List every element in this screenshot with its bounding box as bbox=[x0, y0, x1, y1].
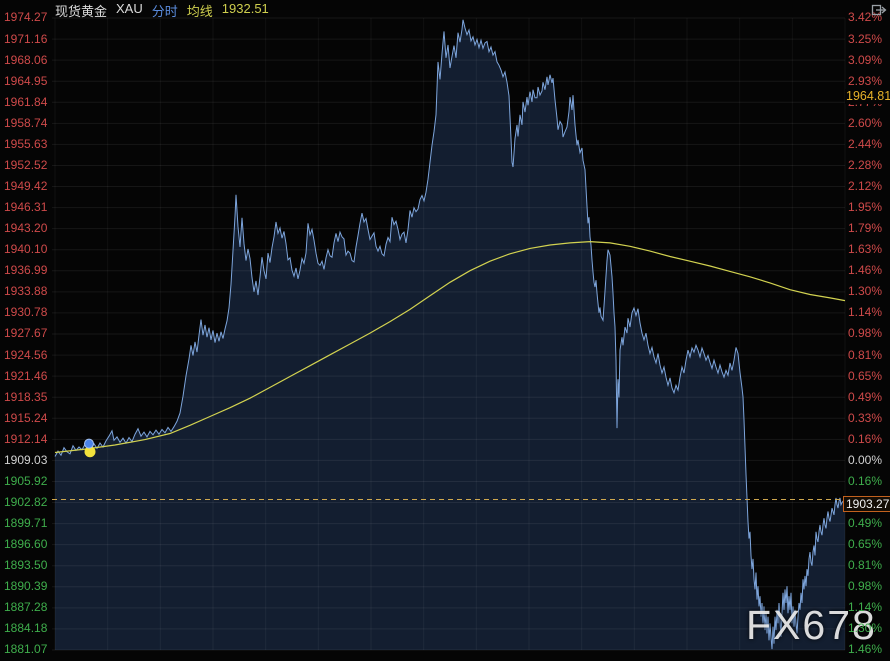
last-price-tag: 1903.27 bbox=[843, 496, 890, 513]
price-axis-label: 1968.06 bbox=[4, 52, 48, 67]
price-axis-label: 1961.84 bbox=[4, 94, 48, 109]
price-axis-label: 1946.31 bbox=[4, 200, 48, 215]
price-axis-label: 1884.18 bbox=[4, 621, 48, 636]
percent-axis-label: 0.65% bbox=[848, 537, 883, 552]
percent-axis-label: 3.25% bbox=[848, 31, 883, 46]
percent-axis-label: 1.30% bbox=[848, 284, 883, 299]
price-axis-label: 1964.95 bbox=[4, 73, 48, 88]
percent-axis-label: 1.30% bbox=[848, 621, 883, 636]
price-axis-label: 1949.42 bbox=[4, 179, 48, 193]
percent-axis-label: 1.95% bbox=[848, 200, 883, 215]
symbol-code: XAU bbox=[116, 1, 143, 16]
gridlines bbox=[52, 17, 846, 651]
ma-value: 1932.51 bbox=[221, 1, 269, 16]
chart-header: 现货黄金 XAU 分时 均线 1932.51 bbox=[55, 1, 269, 20]
percent-axis-label: 0.98% bbox=[848, 326, 883, 341]
price-axis-label: 1971.16 bbox=[4, 31, 48, 46]
percent-axis-label: 2.12% bbox=[848, 179, 883, 193]
price-axis-label: 1943.20 bbox=[4, 221, 48, 236]
price-axis-label: 1921.46 bbox=[4, 368, 48, 383]
percent-axis-label: 2.93% bbox=[848, 73, 883, 88]
percent-axis-label: 2.44% bbox=[848, 136, 883, 151]
percent-axis-label: 1.79% bbox=[848, 221, 883, 236]
percent-axis-label: 0.16% bbox=[848, 473, 883, 488]
period-label[interactable]: 分时 bbox=[151, 4, 178, 19]
price-axis-label: 1930.78 bbox=[4, 305, 48, 320]
percent-axis-label: 0.65% bbox=[848, 368, 883, 383]
price-axis-label: 1933.88 bbox=[4, 284, 48, 299]
event-marker-dots bbox=[84, 438, 96, 458]
price-axis-label: 1974.27 bbox=[4, 10, 48, 25]
price-axis-label: 1924.56 bbox=[4, 347, 48, 362]
popout-icon[interactable] bbox=[871, 2, 887, 17]
price-axis-label: 1899.71 bbox=[4, 516, 48, 531]
watermark: FX678 bbox=[746, 602, 877, 648]
price-axis-label: 1890.39 bbox=[4, 579, 48, 594]
price-axis-label: 1902.82 bbox=[4, 495, 48, 509]
price-area-fill bbox=[55, 19, 845, 651]
price-axis-label: 1893.50 bbox=[4, 558, 48, 573]
chart-lines bbox=[52, 19, 846, 650]
percent-axis-label: 0.81% bbox=[848, 347, 883, 362]
upper-price-tag: 1964.81 bbox=[845, 89, 890, 105]
price-axis-label: 1955.63 bbox=[4, 136, 48, 151]
percent-axis-label: 3.09% bbox=[848, 52, 883, 67]
percent-axis-label: 1.46% bbox=[848, 642, 883, 657]
price-axis-label: 1915.24 bbox=[4, 410, 48, 425]
percent-axis-label: 1.63% bbox=[848, 242, 883, 257]
percent-axis-label: 0.00% bbox=[848, 452, 883, 467]
price-axis-label: 1896.60 bbox=[4, 537, 48, 552]
price-axis-label: 1905.92 bbox=[4, 473, 48, 488]
price-axis-label: 1952.52 bbox=[4, 157, 48, 172]
symbol-name: 现货黄金 bbox=[55, 4, 108, 19]
price-axis-label: 1881.07 bbox=[4, 642, 48, 657]
percent-axis-label: 2.60% bbox=[848, 115, 883, 130]
price-axis-label: 1912.14 bbox=[4, 431, 48, 446]
price-axis-label: 1936.99 bbox=[4, 263, 48, 278]
price-axis-label: 1958.74 bbox=[4, 115, 48, 130]
percent-axis-label: 0.49% bbox=[848, 389, 883, 404]
percent-axis-label: 2.28% bbox=[848, 157, 883, 172]
price-axis-label: 1940.10 bbox=[4, 242, 48, 257]
percent-axis-label: 0.81% bbox=[848, 558, 883, 573]
percent-axis-label: 0.16% bbox=[848, 431, 883, 446]
percent-axis-label: 1.46% bbox=[848, 263, 883, 278]
percent-axis-label: 0.49% bbox=[848, 516, 883, 531]
percent-axis-label: 0.33% bbox=[848, 410, 883, 425]
price-axis-label: 1927.67 bbox=[4, 326, 48, 341]
percent-axis-label: 0.98% bbox=[848, 579, 883, 594]
ma-label: 均线 bbox=[186, 4, 213, 19]
percent-axis-label: 1.14% bbox=[848, 600, 883, 615]
price-axis-label: 1909.03 bbox=[4, 452, 48, 467]
price-axis-label: 1887.28 bbox=[4, 600, 48, 615]
percent-axis-label: 1.14% bbox=[848, 305, 883, 320]
price-axis-label: 1918.35 bbox=[4, 389, 48, 404]
